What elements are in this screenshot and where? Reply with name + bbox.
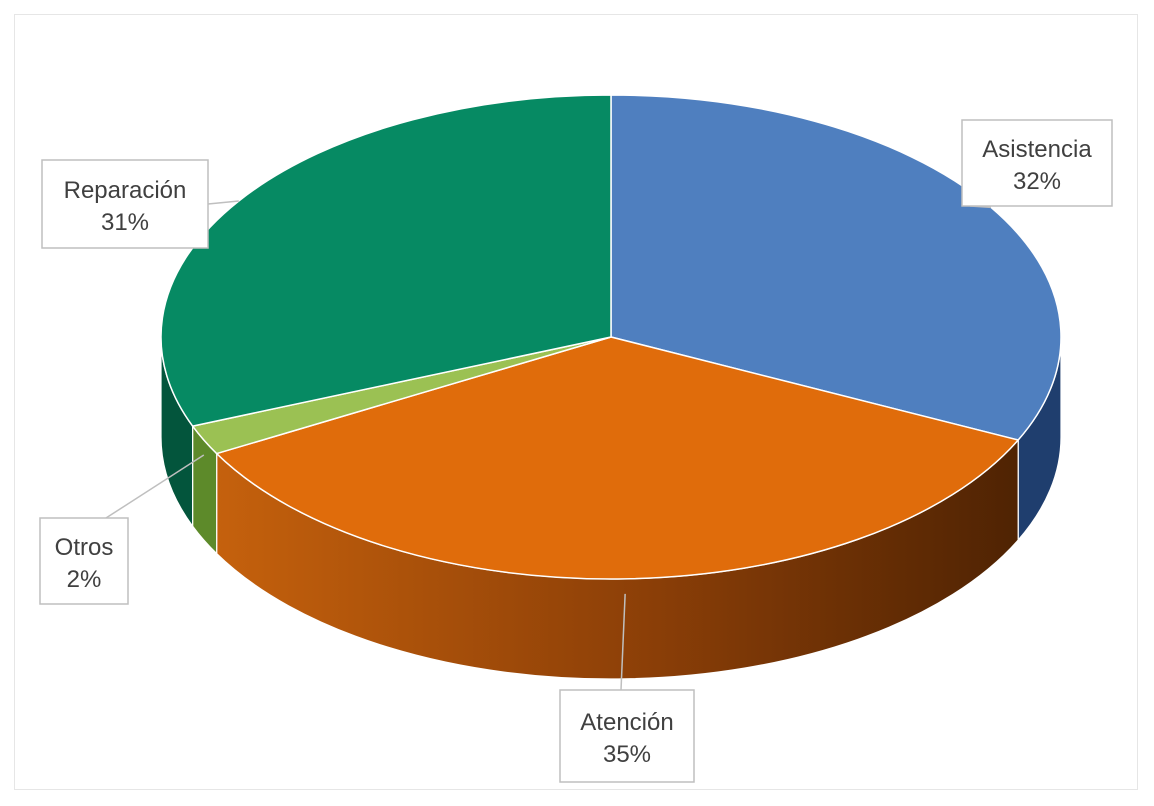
callout-box-atencion (559, 689, 695, 783)
data-label-value-atencion: 35% (603, 741, 651, 768)
leader-line-atencion (620, 593, 626, 691)
data-label-category-asistencia: Asistencia (982, 136, 1092, 163)
data-label-category-otros: Otros (55, 534, 114, 561)
callout-box-asistencia (961, 119, 1113, 207)
callout-box-reparacion (41, 159, 209, 249)
pie-slice-reparacion (160, 94, 612, 427)
data-label-category-atencion: Atención (580, 709, 673, 736)
data-label-value-asistencia: 32% (1013, 168, 1061, 195)
leader-line-reparacion (207, 200, 239, 205)
pie-slice-atencion (215, 336, 1019, 580)
data-label-category-reparacion: Reparación (64, 177, 187, 204)
callout-box-otros (39, 517, 129, 605)
leader-line-otros (105, 454, 205, 519)
data-label-value-reparacion: 31% (101, 209, 149, 236)
data-label-value-otros: 2% (67, 566, 102, 593)
